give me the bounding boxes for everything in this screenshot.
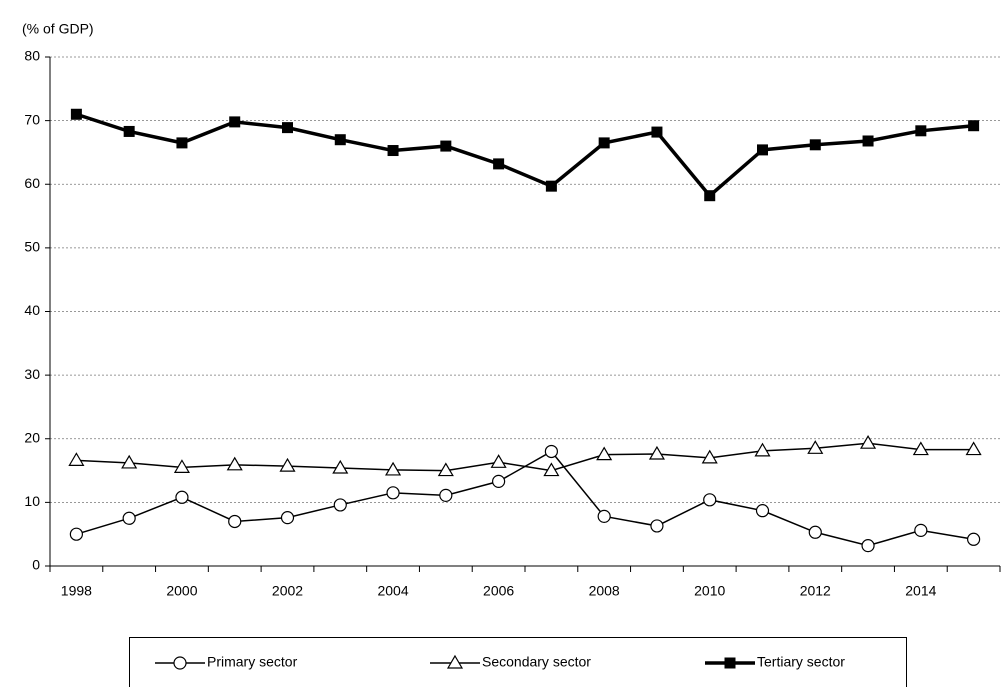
point xyxy=(704,190,716,202)
point xyxy=(175,490,189,504)
point xyxy=(544,444,558,459)
legend-marker xyxy=(724,657,736,669)
point xyxy=(757,144,768,156)
point xyxy=(915,125,927,137)
point xyxy=(965,441,982,456)
point xyxy=(333,498,347,512)
legend-label: Tertiary sector xyxy=(757,654,845,670)
point xyxy=(596,446,613,461)
point xyxy=(543,462,560,477)
point xyxy=(332,459,349,474)
x-tick-label: 2014 xyxy=(905,583,936,599)
point xyxy=(598,137,610,149)
point xyxy=(226,456,243,471)
y-tick-label: 70 xyxy=(24,111,40,127)
point xyxy=(492,474,506,488)
x-tick-label: 2002 xyxy=(272,583,303,599)
point xyxy=(387,145,399,157)
point xyxy=(439,488,453,502)
point xyxy=(912,441,929,456)
point xyxy=(545,180,557,192)
legend-box xyxy=(129,637,907,687)
legend-marker xyxy=(446,654,464,669)
point xyxy=(862,135,874,147)
point xyxy=(123,125,135,137)
point xyxy=(282,122,293,134)
point xyxy=(280,511,295,525)
point xyxy=(914,523,928,537)
y-tick-label: 20 xyxy=(24,429,40,445)
series-line xyxy=(76,442,974,472)
point xyxy=(809,139,821,151)
point xyxy=(597,509,611,523)
y-tick-label: 10 xyxy=(24,493,40,509)
y-axis-label: (% of GDP) xyxy=(22,21,94,37)
point xyxy=(808,525,822,539)
y-tick-label: 40 xyxy=(24,302,40,318)
x-tick-label: 2004 xyxy=(377,583,408,599)
y-tick-label: 60 xyxy=(24,175,40,191)
point xyxy=(440,140,452,152)
point xyxy=(701,449,718,464)
point xyxy=(69,527,83,541)
point xyxy=(385,461,402,476)
point xyxy=(229,116,241,128)
y-tick-label: 30 xyxy=(24,366,40,382)
point xyxy=(755,504,770,518)
point xyxy=(334,134,346,146)
point xyxy=(386,486,400,500)
x-tick-label: 2006 xyxy=(483,583,514,599)
y-tick-label: 50 xyxy=(24,239,40,255)
x-tick-label: 2010 xyxy=(694,583,725,599)
y-tick-label: 0 xyxy=(32,557,40,573)
x-tick-label: 2008 xyxy=(589,583,620,599)
x-tick-label: 2000 xyxy=(166,583,197,599)
point xyxy=(648,445,665,460)
point xyxy=(861,539,875,553)
point xyxy=(122,511,136,525)
point xyxy=(754,442,771,457)
point xyxy=(650,519,664,533)
point xyxy=(173,459,190,473)
legend-label: Secondary sector xyxy=(482,654,591,670)
series-line xyxy=(75,112,974,199)
point xyxy=(968,120,980,132)
point xyxy=(967,532,981,546)
point xyxy=(228,514,242,529)
point xyxy=(493,158,505,170)
point xyxy=(703,493,717,507)
point xyxy=(70,108,82,120)
point xyxy=(121,454,138,469)
x-tick-label: 2012 xyxy=(800,583,831,599)
point xyxy=(176,137,188,149)
point xyxy=(807,440,824,454)
point xyxy=(651,126,663,138)
point xyxy=(279,457,296,472)
y-tick-label: 80 xyxy=(24,48,40,64)
x-tick-label: 1998 xyxy=(61,583,92,599)
legend-label: Primary sector xyxy=(207,654,298,670)
point xyxy=(490,454,507,468)
point xyxy=(68,452,85,466)
point xyxy=(437,462,454,477)
point xyxy=(860,435,877,449)
legend-marker xyxy=(173,656,187,670)
